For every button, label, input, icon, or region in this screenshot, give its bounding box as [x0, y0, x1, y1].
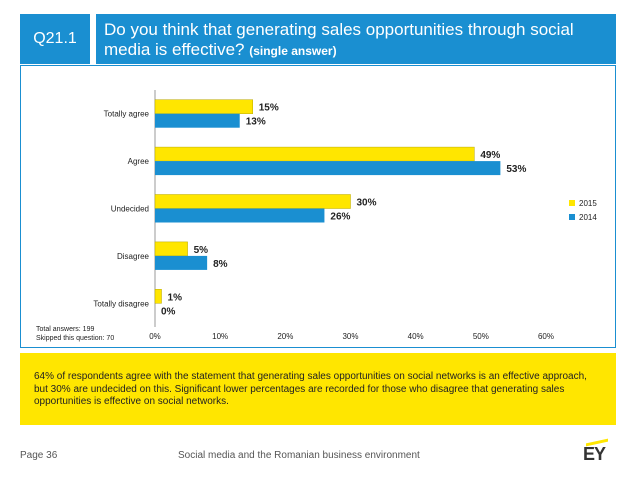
category-label: Agree: [128, 157, 150, 166]
category-label: Disagree: [117, 252, 150, 261]
bar-2014: [155, 208, 325, 223]
x-tick-label: 30%: [342, 332, 358, 341]
legend-swatch-2014: [569, 214, 575, 220]
x-tick-label: 50%: [473, 332, 489, 341]
legend-swatch-2015: [569, 200, 575, 206]
category-label: Totally agree: [104, 110, 150, 119]
bar-2015: [154, 146, 475, 162]
data-label: 13%: [246, 117, 266, 128]
question-subtitle: (single answer): [249, 44, 337, 58]
bar-2015: [154, 99, 253, 114]
summary-note: 64% of respondents agree with the statem…: [20, 353, 616, 425]
bar-2014: [155, 161, 501, 176]
bar-2014: [155, 255, 208, 270]
question-title: Do you think that generating sales oppor…: [96, 14, 616, 64]
category-label: Totally disagree: [93, 299, 149, 308]
question-text: Do you think that generating sales oppor…: [104, 20, 574, 59]
x-tick-label: 40%: [408, 332, 424, 341]
bar-2014: [155, 113, 240, 128]
ey-logo: EY: [583, 438, 608, 465]
data-label: 26%: [330, 212, 350, 223]
skipped-answers: Skipped this question: 70: [36, 335, 115, 342]
question-number-label: Q21.1: [33, 30, 77, 47]
data-label: 8%: [213, 259, 228, 270]
response-totals: Total answers: 199 Skipped this question…: [36, 325, 114, 343]
data-label: 53%: [506, 164, 526, 175]
ey-logo-text: EY: [583, 444, 606, 464]
bar-2015: [154, 194, 351, 209]
total-answers: Total answers: 199: [36, 326, 95, 333]
bar-2015: [154, 241, 188, 257]
page-number: Page 36: [20, 450, 58, 461]
data-label: 30%: [357, 198, 377, 209]
category-label: Undecided: [111, 205, 149, 214]
data-label: 49%: [480, 150, 500, 161]
x-tick-label: 60%: [538, 332, 554, 341]
data-label: 1%: [168, 292, 183, 303]
chart-panel: [20, 65, 616, 348]
data-label: 0%: [161, 306, 176, 317]
legend-label: 2014: [579, 213, 597, 222]
bar-2015: [154, 289, 162, 304]
legend-label: 2015: [579, 199, 597, 208]
x-tick-label: 0%: [149, 332, 161, 341]
x-tick-label: 10%: [212, 332, 228, 341]
x-tick-label: 20%: [277, 332, 293, 341]
data-label: 5%: [194, 245, 209, 256]
data-label: 15%: [259, 103, 279, 114]
question-number: Q21.1: [20, 14, 90, 64]
footer-title: Social media and the Romanian business e…: [178, 450, 420, 461]
